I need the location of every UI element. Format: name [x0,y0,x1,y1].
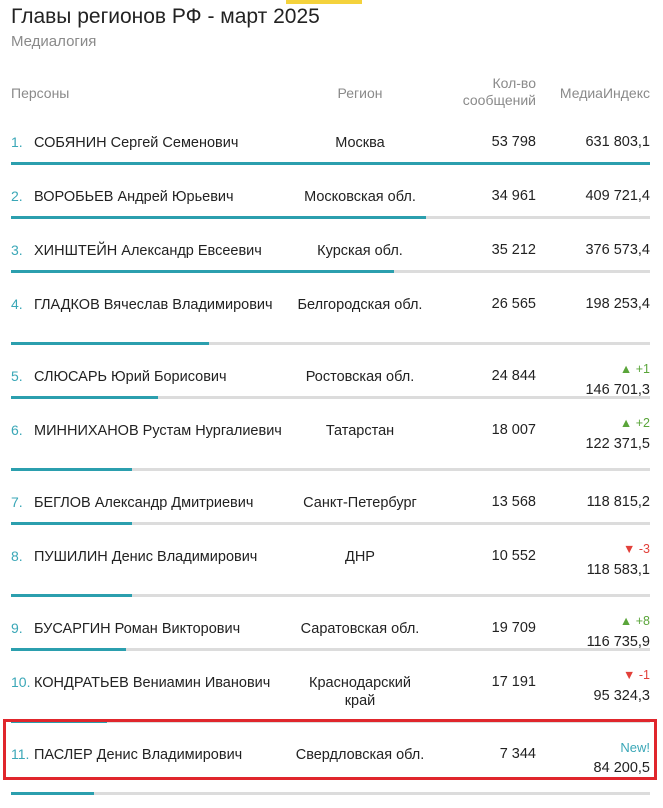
column-header-person: Персоны [11,85,70,101]
column-header-index: МедиаИндекс [559,85,650,101]
page-title: Главы регионов РФ - март 2025 [11,5,320,28]
media-index-bar-track [11,270,650,273]
region-name: Саратовская обл. [300,621,420,637]
person-name: БУСАРГИН Роман Викторович [34,621,241,637]
media-index: 116 735,9 [586,634,650,650]
rank-change-badge: ▲ +1 [619,362,650,376]
media-index-bar-fill [11,468,133,471]
message-count: 24 844 [491,368,536,384]
message-count: 7 344 [499,746,536,762]
table-row[interactable]: 6. МИННИХАНОВ Рустам Нургалиевич Татарстан… [0,416,663,484]
media-index-bar-fill [11,270,395,273]
media-index: 409 721,4 [585,188,650,204]
media-index-bar-fill [11,594,133,597]
person-name: ПАСЛЕР Денис Владимирович [34,747,243,763]
media-index-bar-fill [11,522,133,525]
person-name: ПУШИЛИН Денис Владимирович [34,549,258,565]
rank-number: 11. [11,746,30,762]
message-count: 10 552 [491,548,536,564]
table-row[interactable]: 4. ГЛАДКОВ Вячеслав Владимирович Белгородс… [0,290,663,358]
table-row[interactable]: 9. БУСАРГИН Роман Викторович Саратовская о… [0,614,663,664]
region-name: Москва [335,135,385,151]
rank-number: 6. [11,422,23,438]
media-index: 84 200,5 [593,760,650,776]
message-count: 17 191 [491,674,536,690]
media-index-bar-track [11,792,650,795]
message-count: 34 961 [491,188,536,204]
person-name: СОБЯНИН Сергей Семенович [34,135,239,151]
media-index-bar-track [11,162,650,165]
person-name: МИННИХАНОВ Рустам Нургалиевич [34,423,282,439]
region-name: Белгородская обл. [297,297,423,313]
table-row[interactable]: 1. СОБЯНИН Сергей Семенович Москва 53 798 63… [0,128,663,178]
message-count: 35 212 [491,242,536,258]
rank-number: 2. [11,188,23,204]
media-index-bar-track [11,594,650,597]
page-subtitle: Медиалогия [11,33,97,50]
region-name: ДНР [345,549,375,565]
rank-number: 4. [11,296,23,312]
media-index-bar-fill [11,792,95,795]
media-index-bar-track [11,396,650,399]
media-index-bar-track [11,648,650,651]
region-name: Ростовская обл. [305,369,415,385]
media-index-bar-fill [11,162,650,165]
media-index-bar-track [11,342,650,345]
region-name: Санкт-Петербург [303,495,417,511]
rank-number: 7. [11,494,23,510]
table-row[interactable]: 8. ПУШИЛИН Денис Владимирович ДНР 10 552 118… [0,542,663,610]
rank-number: 3. [11,242,23,258]
table-row[interactable]: 5. СЛЮСАРЬ Юрий Борисович Ростовская обл. 2… [0,362,663,412]
region-name: Свердловская обл. [295,747,425,763]
column-header-count: Кол-во сообщений [462,75,536,108]
person-name: БЕГЛОВ Александр Дмитриевич [34,495,254,511]
rank-change-badge: ▲ +2 [619,416,650,430]
column-header-region: Регион [337,85,383,101]
rank-number: 10. [11,674,31,690]
media-index: 376 573,4 [585,242,650,258]
region-name: Краснодарский край [309,675,411,709]
region-name: Татарстан [325,423,395,439]
person-name: СЛЮСАРЬ Юрий Борисович [34,369,227,385]
rank-number: 9. [11,620,23,636]
message-count: 26 565 [491,296,536,312]
media-index: 146 701,3 [585,382,650,398]
table-row[interactable]: 2. ВОРОБЬЕВ Андрей Юрьевич Московская обл.… [0,182,663,232]
media-index: 631 803,1 [585,134,650,150]
rank-change-badge: ▼ -3 [623,542,650,556]
media-index: 122 371,5 [585,436,650,452]
table-row[interactable]: 7. БЕГЛОВ Александр Дмитриевич Санкт-Петер… [0,488,663,538]
message-count: 13 568 [491,494,536,510]
media-index-bar-fill [11,342,210,345]
media-index-bar-track [11,468,650,471]
table-row[interactable]: 11. ПАСЛЕР Денис Владимирович Свердловская… [0,740,663,808]
person-name: ВОРОБЬЕВ Андрей Юрьевич [34,189,234,205]
top-accent-line [286,0,362,4]
rank-change-badge: New! [620,740,650,755]
media-index: 118 583,1 [586,562,650,578]
region-name: Курская обл. [317,243,403,259]
rank-change-badge: ▼ -1 [623,668,650,682]
message-count: 18 007 [491,422,536,438]
region-name: Московская обл. [304,189,416,205]
rank-number: 8. [11,548,23,564]
rank-number: 1. [11,134,23,150]
highlight-frame [3,719,657,780]
media-index-bar-track [11,216,650,219]
rank-change-badge: ▲ +8 [619,614,650,628]
media-index-bar-fill [11,396,158,399]
person-name: КОНДРАТЬЕВ Вениамин Иванович [34,675,271,691]
rank-number: 5. [11,368,23,384]
media-index-bar-fill [11,648,127,651]
message-count: 19 709 [491,620,536,636]
media-index: 198 253,4 [585,296,650,312]
person-name: ГЛАДКОВ Вячеслав Владимирович [34,297,273,313]
media-index-bar-fill [11,216,427,219]
media-index-bar-track [11,522,650,525]
person-name: ХИНШТЕЙН Александр Евсеевич [34,243,262,259]
message-count: 53 798 [491,134,536,150]
media-index: 118 815,2 [586,494,650,510]
table-row[interactable]: 3. ХИНШТЕЙН Александр Евсеевич Курская обл… [0,236,663,286]
media-index: 95 324,3 [593,688,650,704]
